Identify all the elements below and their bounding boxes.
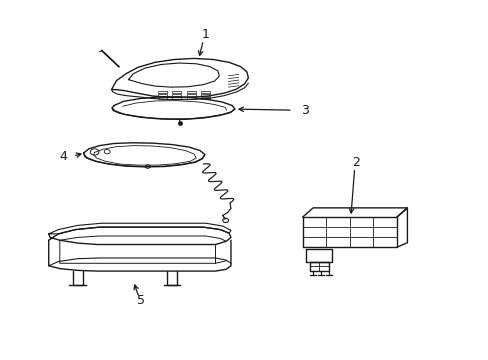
Text: 4: 4 [59, 150, 67, 163]
Text: 1: 1 [202, 28, 209, 41]
Text: 2: 2 [351, 156, 359, 169]
Bar [186, 94, 195, 96]
Bar [201, 97, 210, 99]
Bar [158, 94, 166, 96]
Bar [172, 94, 181, 96]
Bar [172, 97, 181, 99]
Text: 3: 3 [301, 104, 308, 117]
Bar [201, 91, 210, 93]
Bar [186, 97, 195, 99]
Bar [186, 91, 195, 93]
Bar [172, 91, 181, 93]
Text: 5: 5 [136, 294, 144, 307]
Bar [158, 91, 166, 93]
Bar [201, 94, 210, 96]
Bar [158, 97, 166, 99]
